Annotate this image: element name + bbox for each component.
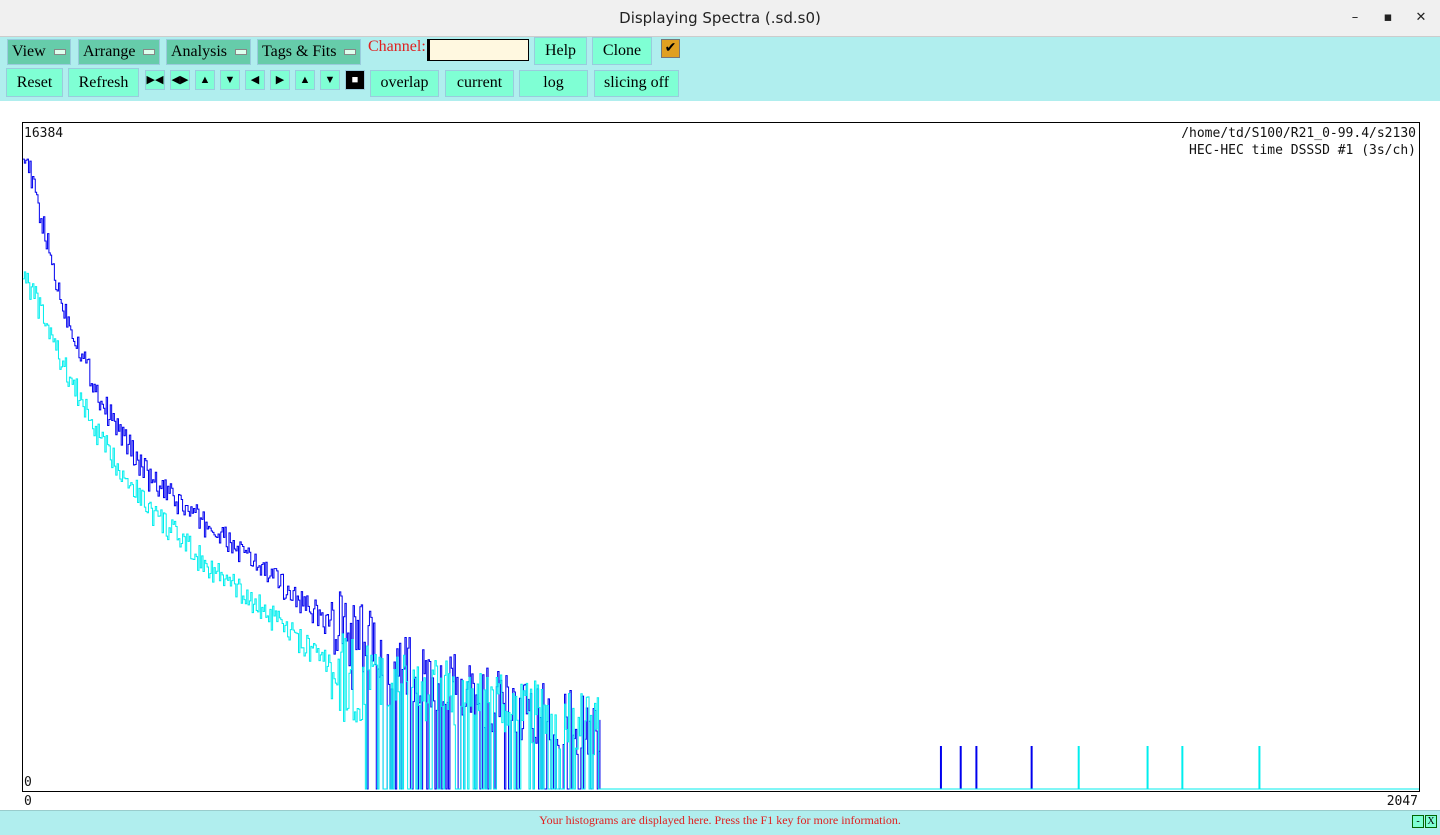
up-icon[interactable]: ▲ xyxy=(295,70,315,90)
y-min-label: 0 xyxy=(24,775,32,790)
title-bar: Displaying Spectra (.sd.s0) – ▪ ✕ xyxy=(0,0,1440,37)
menu-label: View xyxy=(12,43,46,60)
down-icon[interactable]: ▼ xyxy=(320,70,340,90)
spectrum-plot[interactable] xyxy=(22,122,1420,792)
reset-button[interactable]: Reset xyxy=(6,68,63,97)
maximize-button[interactable]: ▪ xyxy=(1383,10,1393,25)
current-button[interactable]: current xyxy=(445,70,514,97)
expand-vertical-icon[interactable]: ▲ xyxy=(195,70,215,90)
shrink-vertical-icon[interactable]: ▼ xyxy=(220,70,240,90)
overlap-button[interactable]: overlap xyxy=(370,70,439,97)
status-message: Your histograms are displayed here. Pres… xyxy=(539,813,901,827)
dropdown-icon xyxy=(235,49,247,56)
y-max-label: 16384 xyxy=(24,126,64,141)
series-1-line xyxy=(23,271,1419,790)
x-max-label: 2047 xyxy=(1386,794,1418,809)
minimize-status-button[interactable]: - xyxy=(1412,815,1424,828)
stop-icon[interactable]: ■ xyxy=(345,70,365,90)
shrink-horizontal-icon[interactable]: ◀▶ xyxy=(170,70,190,90)
expand-horizontal-icon[interactable]: ▶◀ xyxy=(145,70,165,90)
refresh-button[interactable]: Refresh xyxy=(68,68,139,97)
spectrum-title: HEC-HEC time DSSSD #1 (3s/ch) xyxy=(1189,143,1416,158)
series-0-line xyxy=(23,158,1419,790)
spectrum-path: /home/td/S100/R21_0-99.4/s2130 xyxy=(1181,126,1416,141)
log-button[interactable]: log xyxy=(519,70,588,97)
channel-input[interactable] xyxy=(427,39,529,61)
spectrum-canvas xyxy=(23,158,1419,790)
slicing-button[interactable]: slicing off xyxy=(594,70,679,97)
x-min-label: 0 xyxy=(24,794,32,809)
menu-view[interactable]: View xyxy=(7,39,71,65)
menu-label: Tags & Fits xyxy=(262,43,337,60)
menu-label: Analysis xyxy=(171,43,227,60)
status-bar: Your histograms are displayed here. Pres… xyxy=(0,810,1440,835)
menu-tags-fits[interactable]: Tags & Fits xyxy=(257,39,361,65)
dropdown-icon xyxy=(53,49,66,56)
clone-button[interactable]: Clone xyxy=(592,37,652,65)
help-button[interactable]: Help xyxy=(534,37,587,65)
dropdown-icon xyxy=(344,49,357,56)
menu-arrange[interactable]: Arrange xyxy=(78,39,160,65)
dropdown-icon xyxy=(143,49,156,56)
channel-label: Channel: xyxy=(368,38,426,55)
close-status-button[interactable]: X xyxy=(1425,815,1437,828)
left-icon[interactable]: ◀ xyxy=(245,70,265,90)
checkbox[interactable]: ✔ xyxy=(661,39,680,58)
menu-label: Arrange xyxy=(83,43,136,60)
window-title: Displaying Spectra (.sd.s0) xyxy=(619,9,821,27)
minimize-button[interactable]: – xyxy=(1351,10,1359,25)
menu-analysis[interactable]: Analysis xyxy=(166,39,251,65)
right-icon[interactable]: ▶ xyxy=(270,70,290,90)
close-button[interactable]: ✕ xyxy=(1415,10,1427,25)
